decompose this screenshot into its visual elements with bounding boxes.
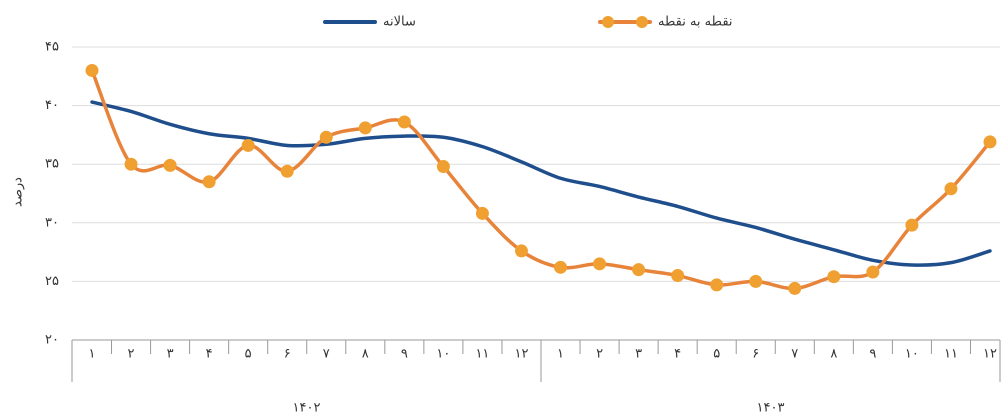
point-marker bbox=[905, 218, 919, 232]
point-marker bbox=[436, 160, 450, 174]
point-marker bbox=[632, 263, 646, 277]
x-tick-label: ۶ bbox=[752, 347, 759, 362]
x-tick-label: ۹ bbox=[401, 347, 408, 362]
point-marker bbox=[280, 164, 294, 178]
point-marker bbox=[593, 257, 607, 271]
y-axis-label: درصد bbox=[11, 177, 26, 207]
x-tick-label: ۹ bbox=[869, 347, 876, 362]
x-tick-label: ۱۰ bbox=[436, 347, 450, 362]
x-tick-label: ۱۲ bbox=[983, 347, 997, 362]
x-tick-label: ۴ bbox=[206, 347, 213, 362]
point-marker bbox=[358, 121, 372, 135]
point-marker bbox=[124, 157, 138, 171]
y-tick-label: ۴۰ bbox=[45, 98, 59, 113]
point-marker bbox=[749, 274, 763, 288]
point-marker bbox=[866, 265, 880, 279]
point-marker bbox=[944, 182, 958, 196]
y-tick-label: ۳۵ bbox=[45, 157, 59, 172]
x-tick-label: ۷ bbox=[791, 347, 798, 362]
legend-label: سالانه bbox=[383, 15, 416, 30]
point-marker bbox=[397, 115, 411, 129]
point-marker bbox=[319, 130, 333, 144]
point-marker bbox=[163, 158, 177, 172]
x-tick-label: ۶ bbox=[284, 347, 291, 362]
x-tick-label: ۱۱ bbox=[475, 347, 489, 362]
point-marker bbox=[827, 270, 841, 284]
point-marker bbox=[85, 63, 99, 77]
point-marker bbox=[475, 206, 489, 220]
x-tick-label: ۸ bbox=[362, 347, 369, 362]
x-tick-label: ۴ bbox=[674, 347, 681, 362]
series-line bbox=[90, 100, 992, 267]
x-tick-label: ۳ bbox=[167, 347, 174, 362]
point-marker bbox=[241, 138, 255, 152]
x-tick-label: ۵ bbox=[245, 347, 252, 362]
point-marker bbox=[671, 269, 685, 283]
x-tick-label: ۸ bbox=[830, 347, 837, 362]
y-tick-label: ۲۰ bbox=[45, 333, 59, 348]
point-marker bbox=[710, 278, 724, 292]
group-label: ۱۴۰۳ bbox=[757, 401, 785, 416]
point-marker bbox=[202, 175, 216, 189]
point-marker bbox=[514, 244, 528, 258]
legend-marker bbox=[602, 16, 614, 28]
x-tick-label: ۲ bbox=[128, 347, 135, 362]
x-tick-label: ۵ bbox=[713, 347, 720, 362]
x-tick-label: ۱۰ bbox=[905, 347, 919, 362]
x-tick-label: ۱ bbox=[557, 347, 564, 362]
x-tick-label: ۳ bbox=[635, 347, 642, 362]
point-marker bbox=[983, 135, 997, 149]
x-tick-label: ۲ bbox=[596, 347, 603, 362]
point-marker bbox=[554, 260, 568, 274]
y-tick-label: ۲۵ bbox=[45, 274, 59, 289]
y-tick-label: ۳۰ bbox=[45, 215, 59, 230]
x-tick-label: ۱ bbox=[89, 347, 96, 362]
group-label: ۱۴۰۲ bbox=[293, 401, 321, 416]
x-tick-label: ۱۱ bbox=[944, 347, 958, 362]
legend-label: نقطه به نقطه bbox=[658, 15, 733, 30]
y-tick-label: ۴۵ bbox=[45, 40, 59, 55]
x-tick-label: ۱۲ bbox=[514, 347, 528, 362]
legend-marker bbox=[636, 16, 648, 28]
point-marker bbox=[788, 281, 802, 295]
x-tick-label: ۷ bbox=[323, 347, 330, 362]
